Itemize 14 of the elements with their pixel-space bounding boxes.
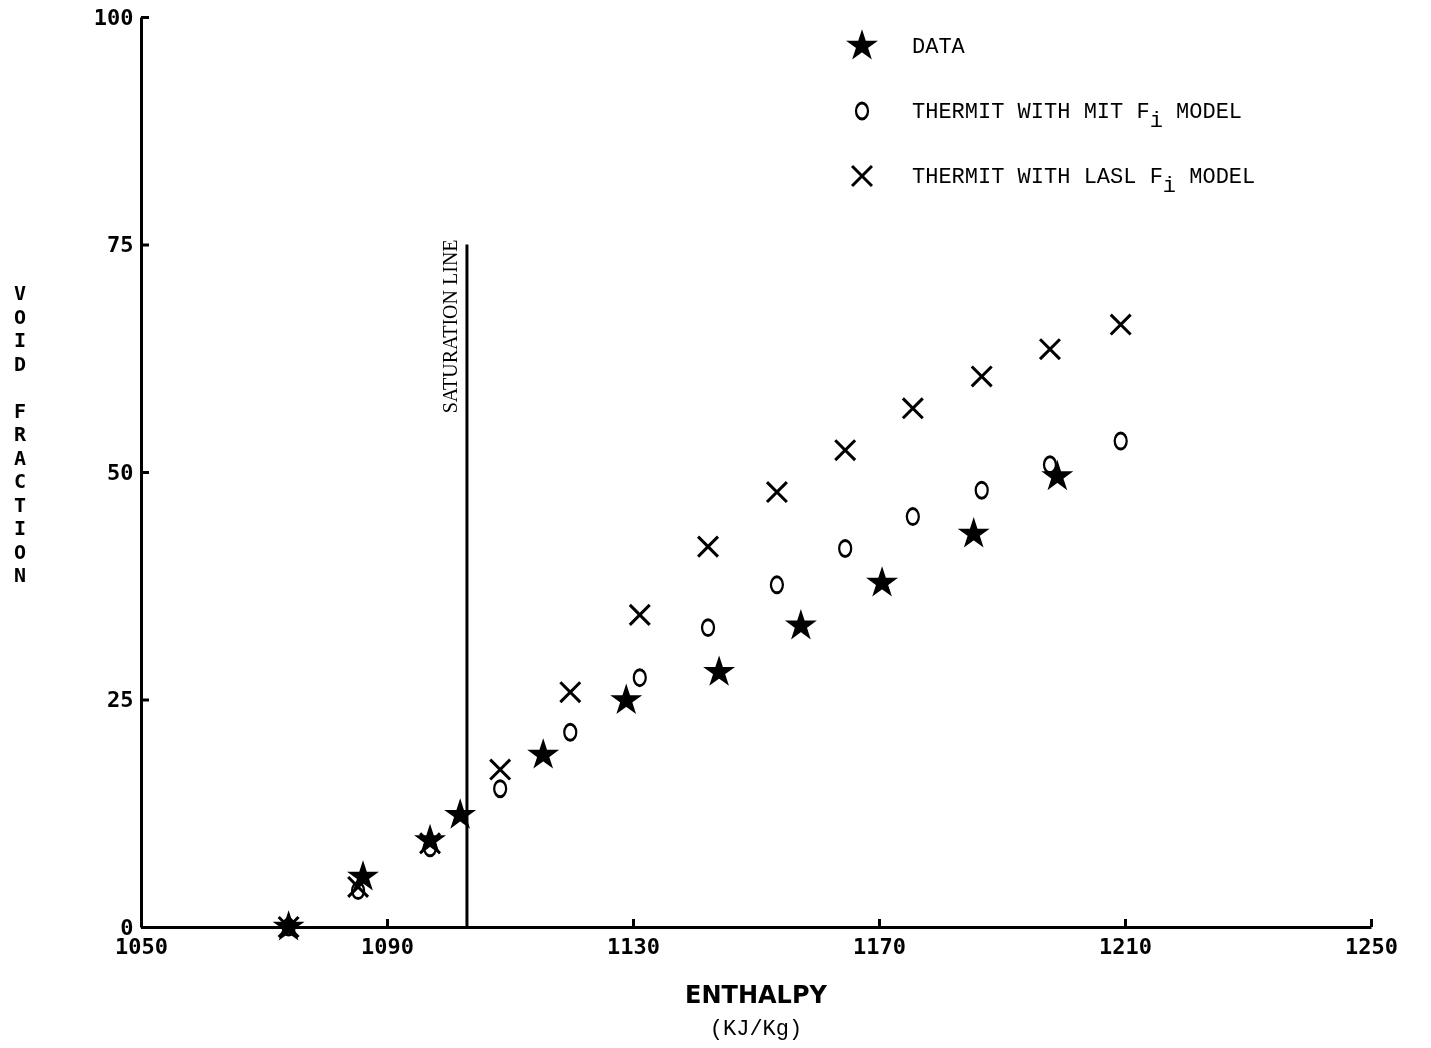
x-tick-label: 1250 [1345, 934, 1398, 960]
y-tick-label: 100 [93, 4, 134, 30]
y-tick-label: 50 [107, 459, 134, 485]
y-tick-label: 75 [107, 232, 134, 258]
x-tick-label: 1050 [115, 934, 168, 960]
x-tick-label: 1090 [361, 934, 414, 960]
ref-line-label: SATURATION LINE [438, 239, 461, 414]
x-tick-label: 1170 [853, 934, 906, 960]
text: VOID FRACTION [13, 281, 27, 587]
x-axis-title: ENTHALPY (KJ/Kg) [685, 981, 828, 1042]
x-tick-label: 1210 [1099, 934, 1152, 960]
legend-label: DATA [912, 35, 966, 60]
x-tick-label: 1130 [607, 934, 660, 960]
y-tick-label: 25 [107, 687, 134, 713]
